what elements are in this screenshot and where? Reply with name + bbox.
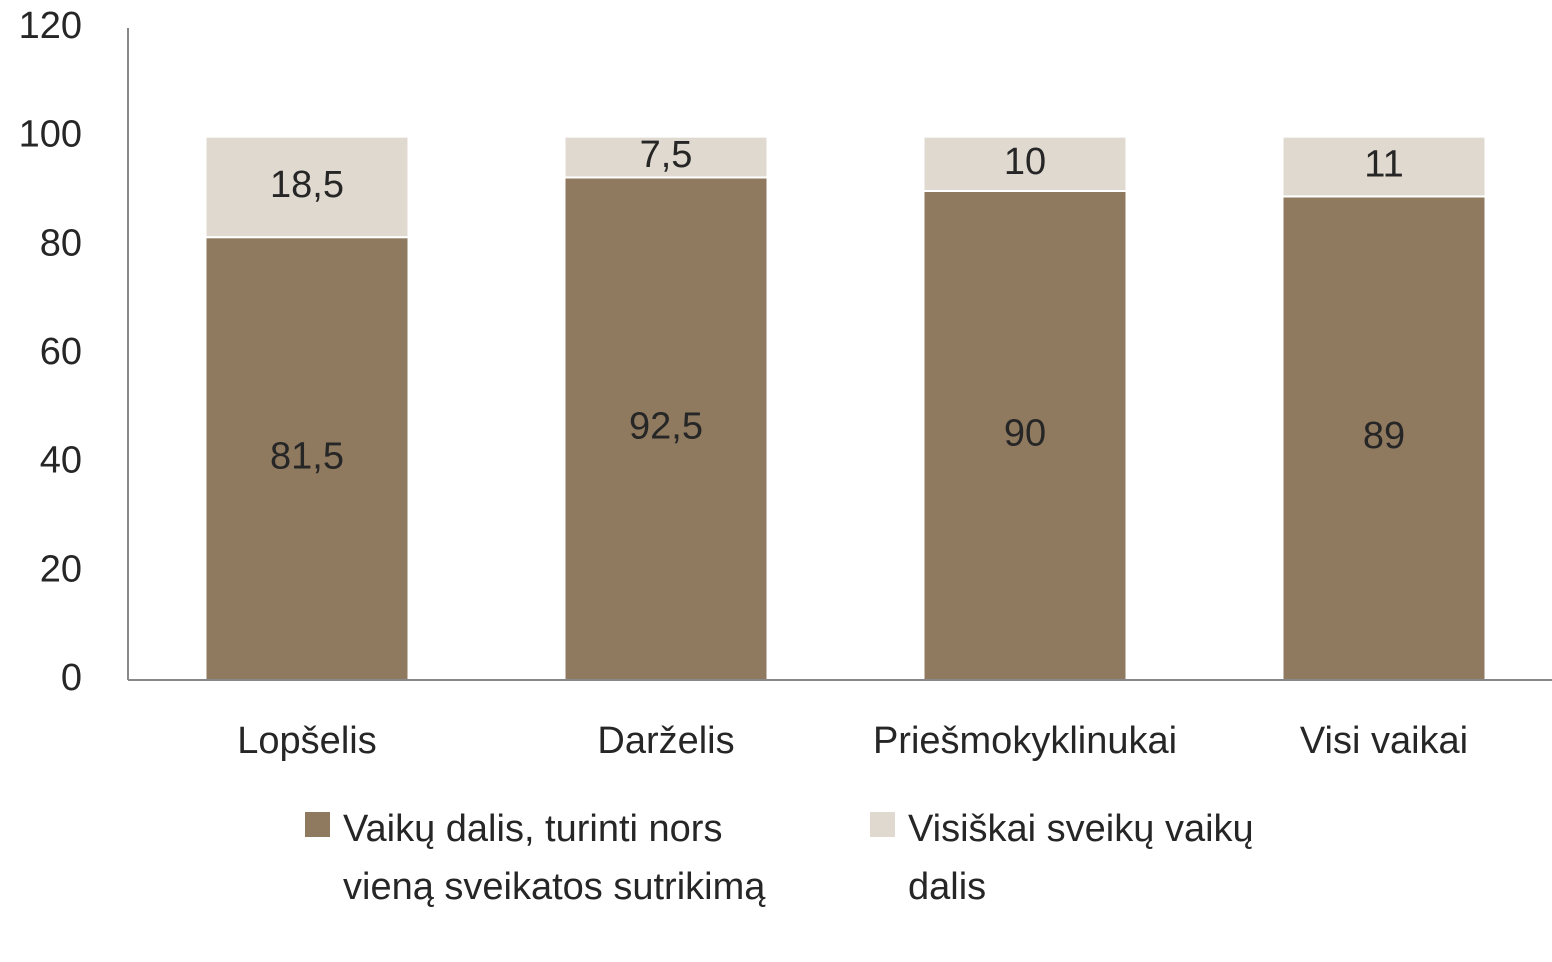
data-label: 18,5 [270, 164, 344, 206]
x-tick-label: Lopšelis [237, 720, 376, 762]
bar-segment [563, 135, 769, 179]
data-label: 11 [1364, 144, 1403, 186]
y-tick-label: 0 [61, 657, 82, 699]
y-tick-label: 40 [40, 440, 82, 482]
legend-label: Vaikų dalis, turinti nors vieną sveikato… [343, 808, 766, 908]
y-tick-label: 60 [40, 331, 82, 373]
data-label: 7,5 [640, 134, 693, 176]
x-tick-label: Priešmokyklinukai [873, 720, 1177, 762]
data-label: 89 [1363, 415, 1405, 457]
y-tick-label: 20 [40, 548, 82, 590]
legend-label: Visiškai sveikų vaikų dalis [908, 808, 1254, 908]
data-label: 90 [1004, 413, 1046, 455]
bar-segment [1281, 135, 1487, 198]
bar-segment [922, 190, 1128, 681]
bar-segment [204, 135, 410, 239]
bar-segment [1281, 195, 1487, 682]
x-tick-label: Visi vaikai [1300, 720, 1468, 762]
bar-segment [922, 135, 1128, 193]
data-label: 81,5 [270, 436, 344, 478]
data-label: 92,5 [629, 406, 703, 448]
y-tick-label: 100 [19, 114, 82, 156]
legend-swatch [870, 812, 895, 837]
bar-segment [204, 236, 410, 682]
x-tick-label: Darželis [597, 720, 734, 762]
y-tick-label: 80 [40, 222, 82, 264]
data-label: 10 [1004, 141, 1046, 183]
legend-swatch [305, 812, 330, 837]
y-tick-label: 120 [19, 5, 82, 47]
bar-segment [563, 176, 769, 682]
